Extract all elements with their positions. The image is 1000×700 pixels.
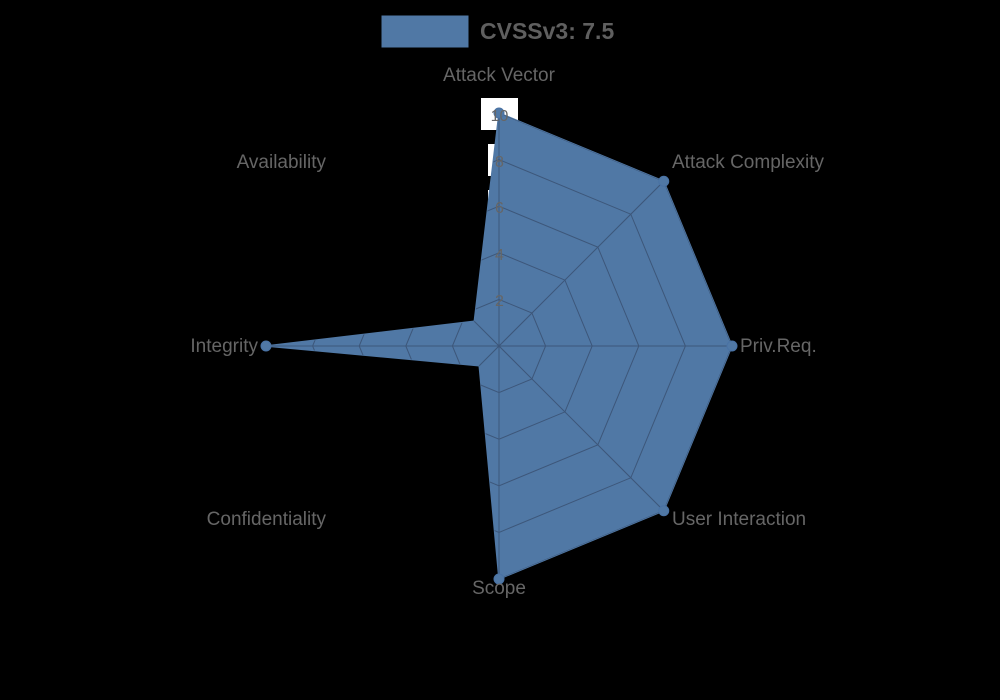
svg-text:8: 8	[495, 154, 504, 171]
svg-text:4: 4	[495, 247, 504, 264]
svg-text:2: 2	[495, 293, 504, 310]
svg-text:10: 10	[491, 108, 509, 125]
svg-text:Scope: Scope	[472, 578, 526, 599]
svg-text:CVSSv3: 7.5: CVSSv3: 7.5	[480, 18, 614, 44]
svg-text:Attack Complexity: Attack Complexity	[672, 152, 825, 173]
svg-text:Confidentiality: Confidentiality	[207, 509, 327, 530]
svg-text:Attack Vector: Attack Vector	[443, 65, 556, 86]
svg-text:Integrity: Integrity	[190, 336, 258, 357]
svg-text:User Interaction: User Interaction	[672, 509, 806, 530]
svg-text:Priv.Req.: Priv.Req.	[740, 336, 817, 357]
svg-text:6: 6	[495, 200, 504, 217]
svg-text:Availability: Availability	[237, 152, 327, 173]
